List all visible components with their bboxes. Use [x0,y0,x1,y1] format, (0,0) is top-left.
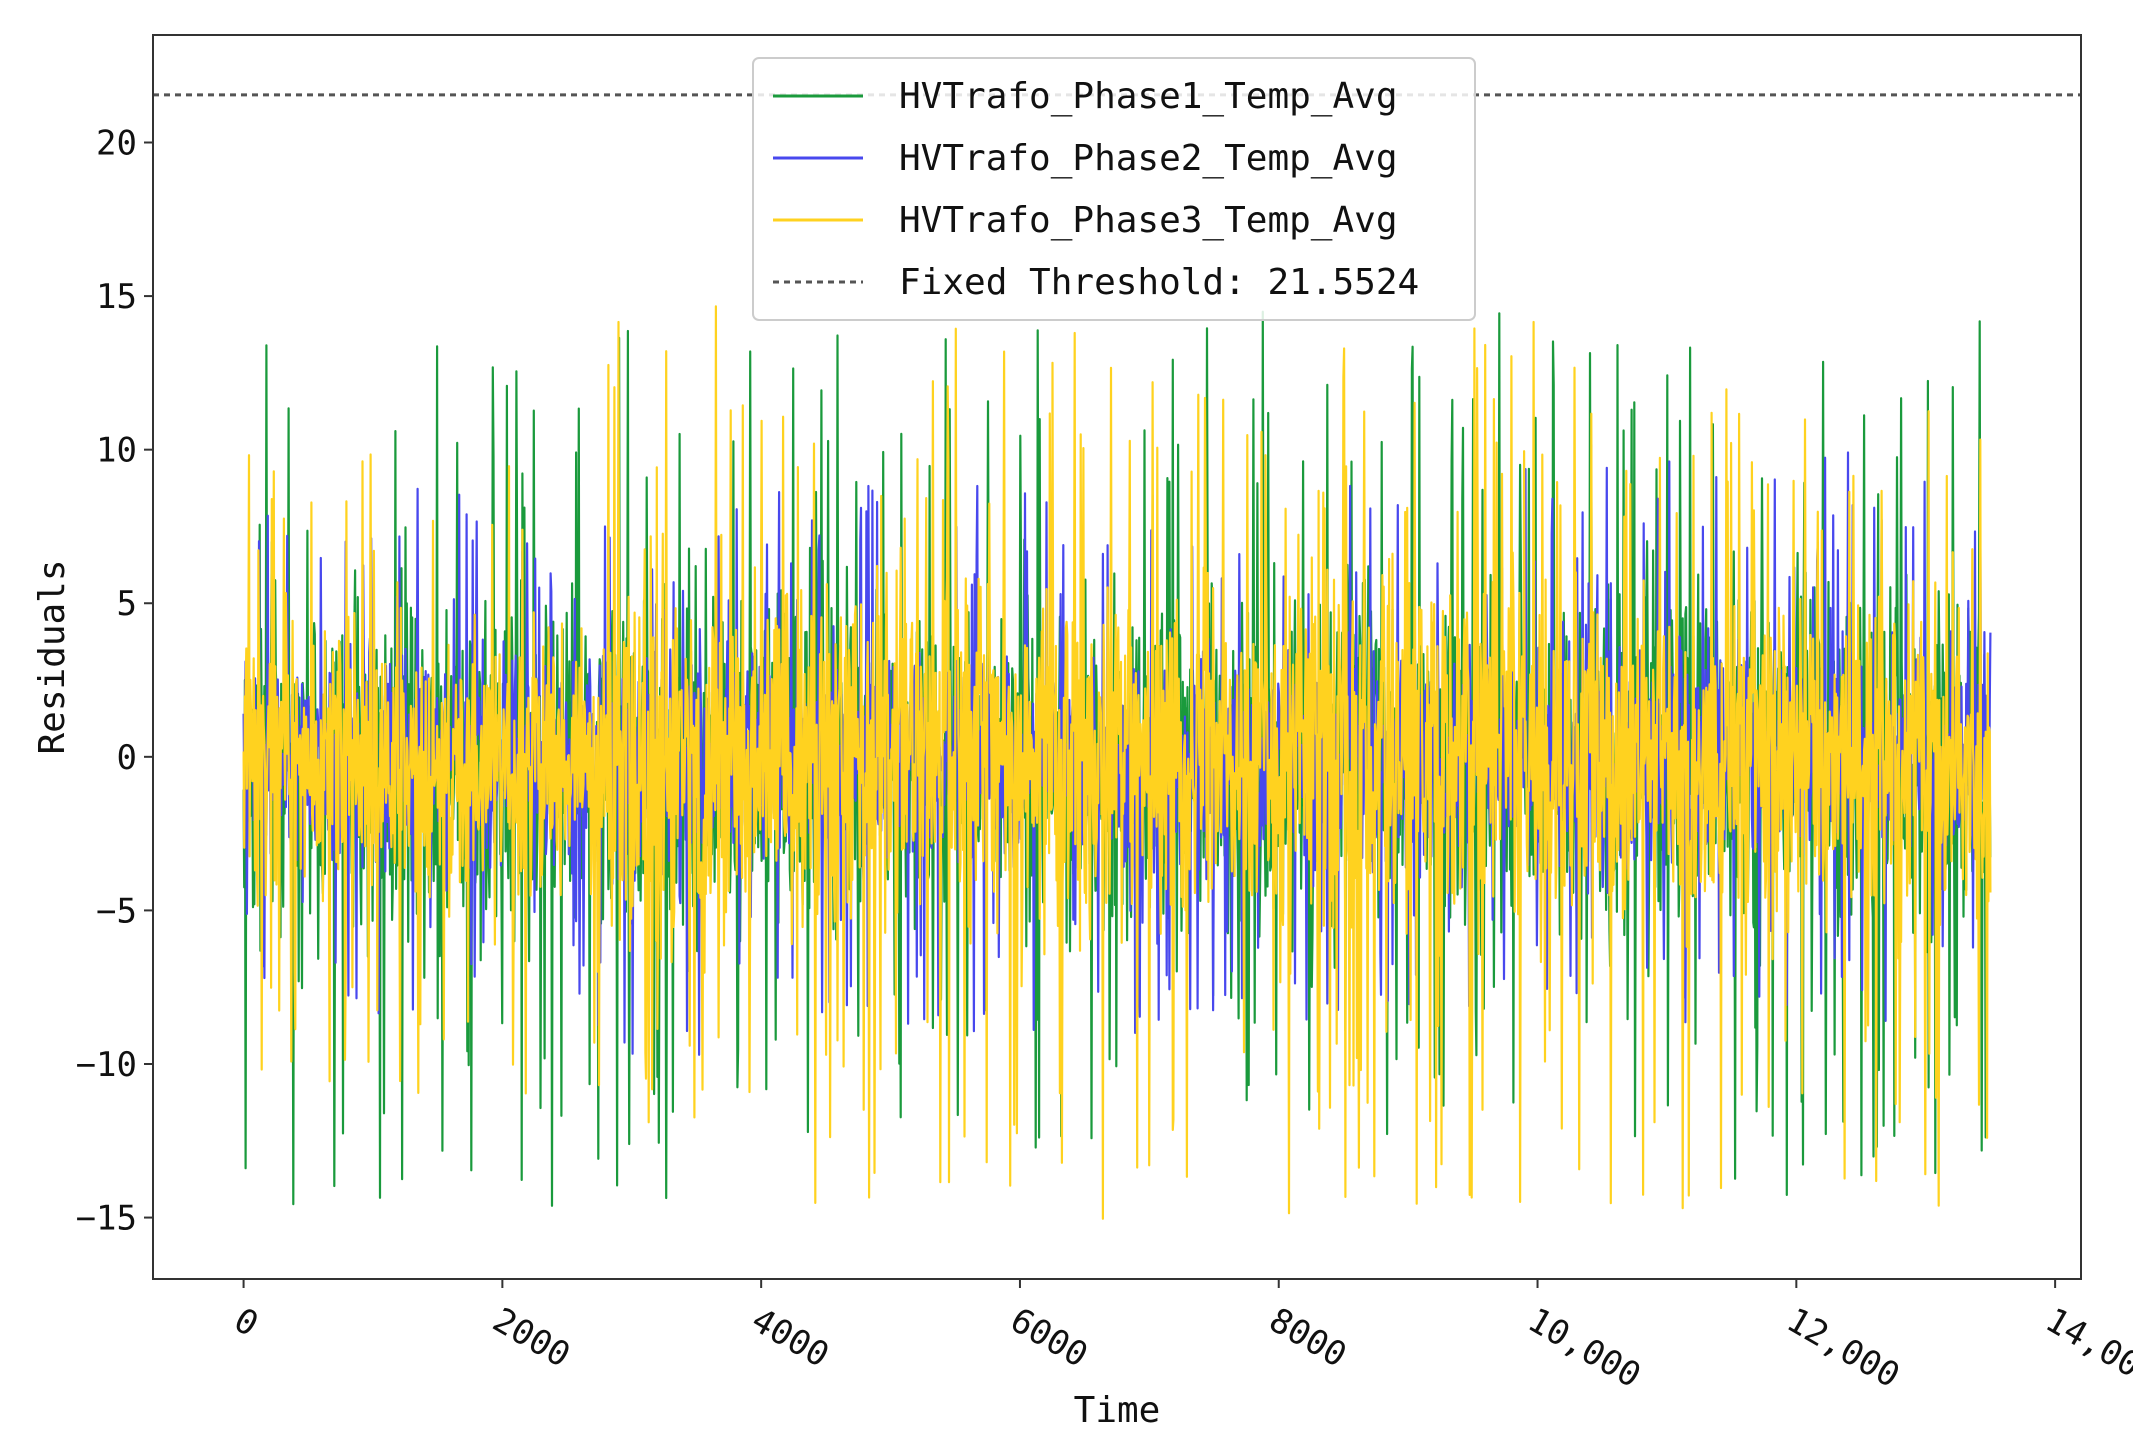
series-line-phase3 [242,305,1992,1220]
legend: HVTrafo_Phase1_Temp_Avg HVTrafo_Phase2_Te… [752,57,1476,321]
legend-label: Fixed Threshold: 21.5524 [899,262,1419,303]
y-tick-label: 0 [117,738,137,778]
legend-label: HVTrafo_Phase2_Temp_Avg [899,138,1398,179]
y-axis: −15 −10 −5 0 5 10 15 20 [76,124,153,1239]
legend-box [752,57,1476,321]
y-axis-title: Residuals [32,559,73,754]
y-tick-label: −15 [76,1199,137,1239]
y-tick-label: 20 [96,124,137,164]
x-axis-title: Time [1074,1390,1161,1431]
y-tick-label: 10 [96,431,137,471]
y-tick-label: −10 [76,1045,137,1085]
legend-label: HVTrafo_Phase3_Temp_Avg [899,200,1398,241]
legend-label: HVTrafo_Phase1_Temp_Avg [899,76,1398,117]
y-tick-label: 15 [96,277,137,317]
y-tick-label: 5 [117,584,137,624]
series-layer [242,305,1992,1220]
y-tick-label: −5 [96,891,137,931]
plot-frame [152,34,2082,1280]
